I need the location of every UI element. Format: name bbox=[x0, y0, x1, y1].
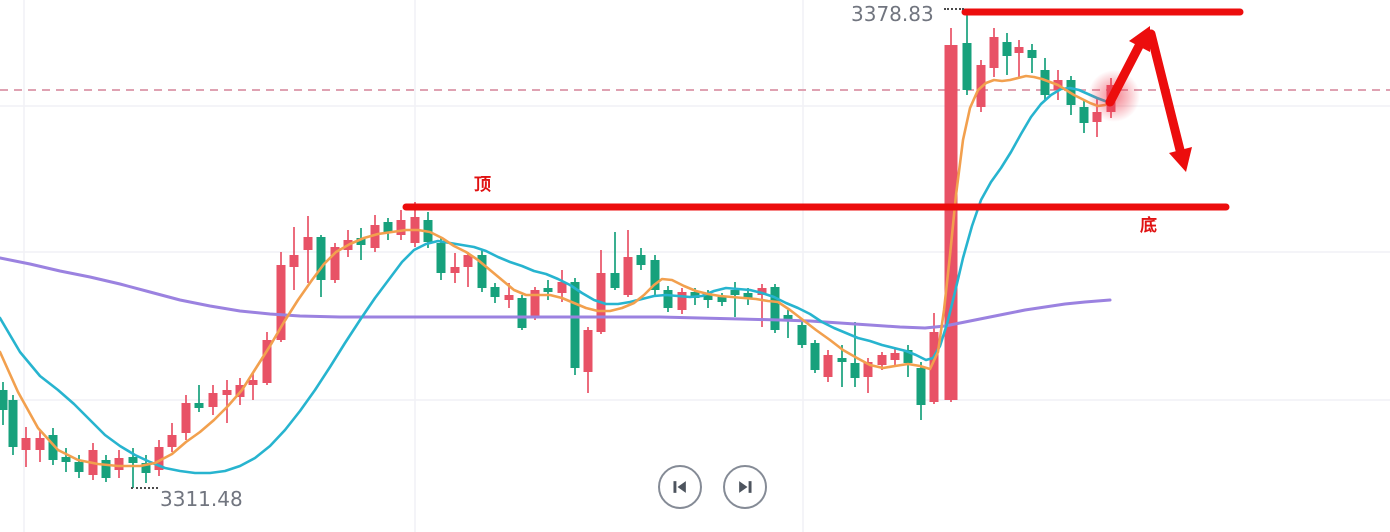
annotation-layer bbox=[402, 8, 1244, 211]
price-high-label: 3378.83 bbox=[851, 2, 934, 26]
low-leader-dots bbox=[131, 487, 158, 489]
ma-purple-line bbox=[0, 256, 1112, 330]
price-low-label: 3311.48 bbox=[160, 487, 243, 511]
skip-to-end-button[interactable] bbox=[723, 465, 767, 509]
ma-orange-line bbox=[0, 74, 1115, 468]
skip-back-icon bbox=[673, 481, 686, 493]
bottom-annotation-label: 底 bbox=[1140, 216, 1157, 236]
skip-forward-icon bbox=[739, 481, 752, 493]
skip-to-start-button[interactable] bbox=[658, 465, 702, 509]
top-annotation-label: 顶 bbox=[474, 175, 491, 195]
high-leader-dots bbox=[944, 8, 964, 10]
down-trend-arrow bbox=[1146, 29, 1185, 155]
up-trend-arrow bbox=[1105, 41, 1144, 107]
candlestick-layer bbox=[0, 12, 1116, 488]
